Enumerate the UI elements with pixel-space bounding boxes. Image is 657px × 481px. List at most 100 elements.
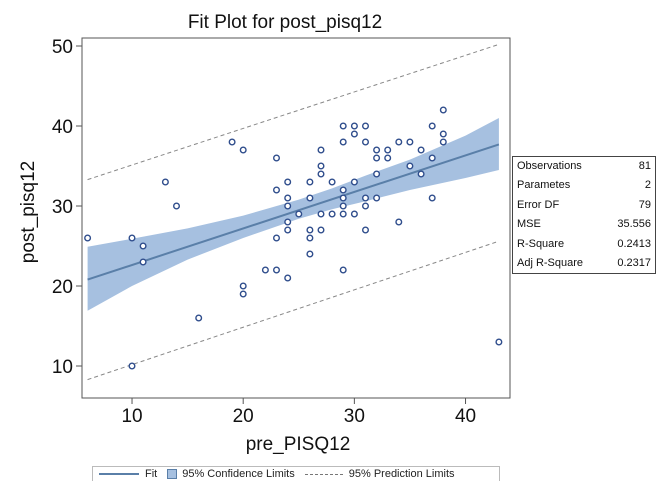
data-point: [350, 122, 358, 130]
data-point: [273, 234, 281, 242]
data-point: [495, 338, 503, 346]
data-point: [284, 202, 292, 210]
data-point: [284, 178, 292, 186]
data-point: [339, 138, 347, 146]
data-point: [84, 234, 92, 242]
x-axis-label: pre_PISQ12: [246, 434, 351, 455]
data-point: [139, 242, 147, 250]
data-point: [350, 178, 358, 186]
data-point: [417, 170, 425, 178]
data-point: [317, 226, 325, 234]
lower-prediction-limit: [87, 240, 500, 381]
data-point: [373, 146, 381, 154]
data-point: [339, 122, 347, 130]
fit-statistics-table: Observations 81 Parametes 2 Error DF 79 …: [512, 156, 656, 275]
data-point: [172, 202, 180, 210]
stat-value: 35.556: [617, 218, 651, 231]
stat-label: Adj R-Square: [517, 256, 584, 269]
data-point: [439, 130, 447, 138]
stat-value: 2: [644, 179, 651, 192]
data-point: [161, 178, 169, 186]
data-point: [362, 226, 370, 234]
fit-line-swatch: [99, 473, 139, 475]
chart-title: Fit Plot for post_pisq12: [188, 12, 382, 33]
data-point: [273, 266, 281, 274]
data-point: [239, 146, 247, 154]
data-point: [339, 194, 347, 202]
data-point: [139, 258, 147, 266]
y-tick-label: 10: [52, 357, 73, 378]
data-point: [395, 138, 403, 146]
data-point: [328, 178, 336, 186]
data-point: [306, 194, 314, 202]
y-tick-label: 40: [52, 117, 73, 138]
legend-item-confidence: 95% Confidence Limits: [167, 468, 295, 480]
fit-line: [87, 143, 500, 281]
prediction-line-swatch: [304, 473, 343, 475]
stat-value: 81: [638, 160, 651, 172]
data-point: [350, 130, 358, 138]
stat-row: Parametes 2: [513, 176, 655, 195]
data-point: [362, 202, 370, 210]
chart-legend: Fit 95% Confidence Limits 95% Prediction…: [92, 466, 500, 481]
stat-label: Error DF: [517, 198, 560, 211]
data-point: [317, 162, 325, 170]
data-point: [284, 194, 292, 202]
x-tick-label: 40: [455, 406, 476, 427]
stat-label: R-Square: [517, 237, 565, 250]
data-point: [128, 362, 136, 370]
legend-item-prediction: 95% Prediction Limits: [304, 468, 455, 480]
data-point: [306, 178, 314, 186]
data-point: [317, 146, 325, 154]
data-point: [306, 226, 314, 234]
data-point: [339, 210, 347, 218]
y-tick-label: 20: [52, 277, 73, 298]
data-point: [317, 210, 325, 218]
y-tick-label: 50: [52, 37, 73, 58]
data-point: [195, 314, 203, 322]
data-point: [273, 154, 281, 162]
plot-area: 10 20 30 40 10 20 30 40 50: [52, 37, 511, 427]
stat-value: 0.2317: [617, 256, 651, 269]
data-point: [373, 170, 381, 178]
legend-item-fit: Fit: [99, 468, 157, 480]
y-axis-label: post_pisq12: [18, 161, 39, 263]
legend-label: 95% Prediction Limits: [348, 468, 455, 480]
stat-value: 79: [638, 198, 651, 211]
data-point: [384, 154, 392, 162]
y-tick-label: 30: [52, 197, 73, 218]
data-point: [406, 138, 414, 146]
data-point: [284, 274, 292, 282]
stat-row: MSE 35.556: [513, 215, 655, 234]
data-point: [384, 146, 392, 154]
confidence-band-swatch: [167, 469, 178, 479]
data-point: [239, 290, 247, 298]
legend-label: 95% Confidence Limits: [182, 468, 295, 480]
x-tick-label: 30: [344, 406, 365, 427]
data-point: [261, 266, 269, 274]
data-point: [295, 210, 303, 218]
data-point: [339, 186, 347, 194]
stat-row: Adj R-Square 0.2317: [513, 254, 655, 273]
stat-label: Observations: [517, 160, 582, 172]
stat-value: 0.2413: [617, 237, 651, 250]
data-point: [362, 194, 370, 202]
data-point: [362, 122, 370, 130]
data-point: [317, 170, 325, 178]
x-tick-label: 20: [233, 406, 254, 427]
stat-row: R-Square 0.2413: [513, 235, 655, 254]
stat-label: Parametes: [517, 179, 571, 192]
stat-row: Observations 81: [513, 157, 655, 176]
data-point: [373, 194, 381, 202]
data-point: [428, 122, 436, 130]
data-point: [439, 106, 447, 114]
data-point: [406, 162, 414, 170]
data-point: [362, 138, 370, 146]
data-point: [428, 194, 436, 202]
data-point: [228, 138, 236, 146]
legend-label: Fit: [145, 468, 158, 480]
data-point: [428, 154, 436, 162]
data-point: [339, 266, 347, 274]
x-tick-label: 10: [121, 406, 142, 427]
